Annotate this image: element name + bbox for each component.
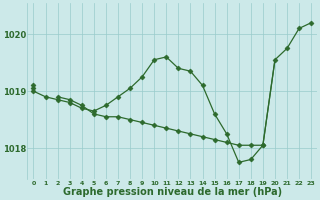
X-axis label: Graphe pression niveau de la mer (hPa): Graphe pression niveau de la mer (hPa)	[63, 187, 282, 197]
